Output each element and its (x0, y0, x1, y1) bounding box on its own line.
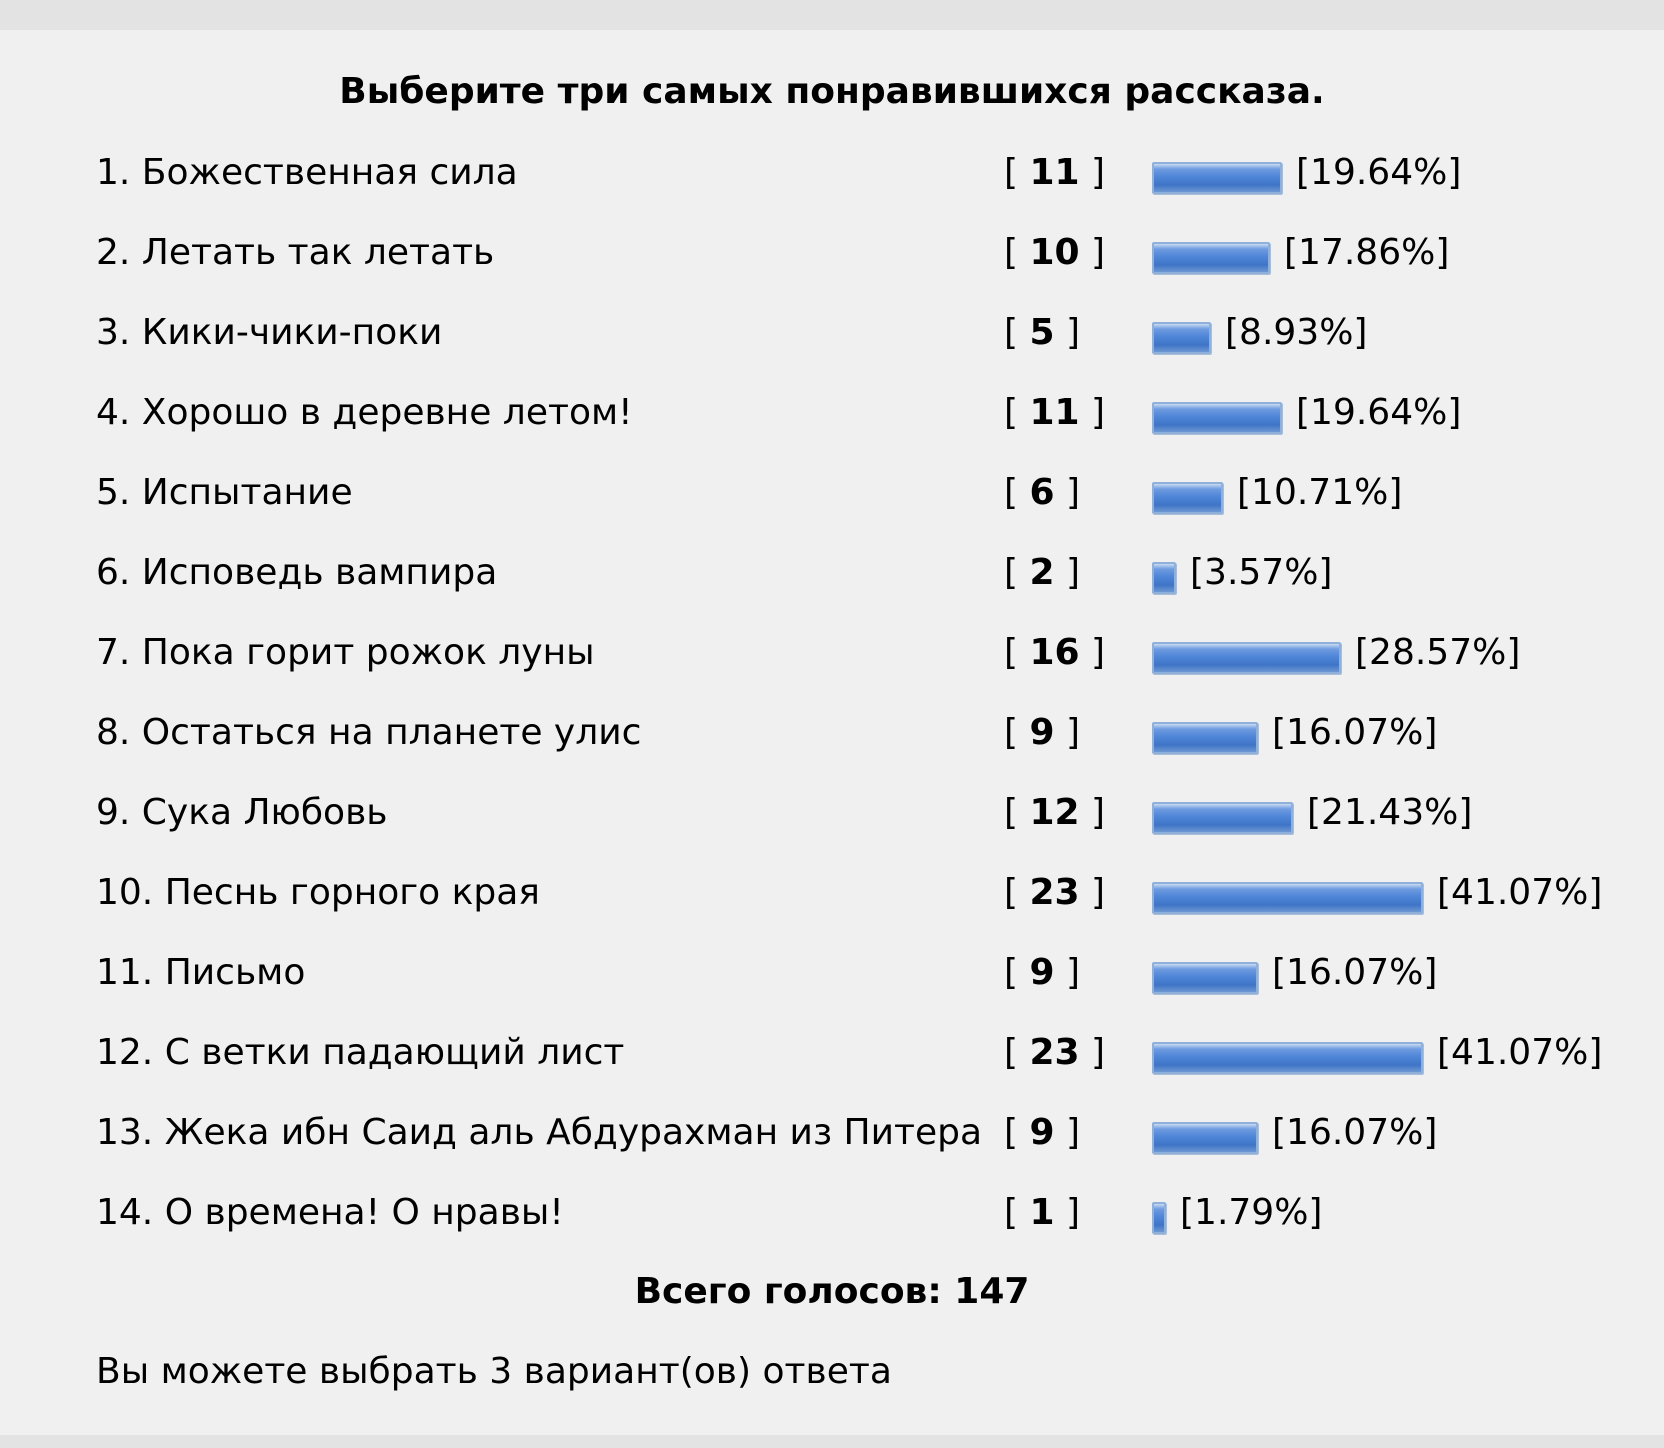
option-vote-count: [ 5 ] (1004, 312, 1081, 353)
poll-result-row: 9. Сука Любовь [ 12 ] [21.43%] (0, 789, 1664, 837)
vote-count-value: 11 (1029, 152, 1080, 193)
total-votes: Всего голосов: 147 (634, 1271, 1030, 1312)
option-label: 7. Пока горит рожок луны (96, 632, 595, 673)
option-label: 3. Кики-чики-поки (96, 312, 443, 353)
option-label: 5. Испытание (96, 472, 353, 513)
option-vote-count: [ 1 ] (1004, 1192, 1081, 1233)
option-percentage: [28.57%] (1355, 632, 1521, 673)
poll-result-row: 2. Летать так летать [ 10 ] [17.86%] (0, 229, 1664, 277)
option-percentage: [21.43%] (1307, 792, 1473, 833)
vote-percentage-bar (1152, 802, 1293, 834)
vote-count-value: 2 (1029, 552, 1055, 593)
vote-percentage-bar (1152, 402, 1282, 434)
option-vote-count: [ 6 ] (1004, 472, 1081, 513)
option-percentage: [17.86%] (1284, 232, 1450, 273)
vote-percentage-bar (1152, 1202, 1166, 1234)
poll-result-row: 3. Кики-чики-поки [ 5 ] [8.93%] (0, 309, 1664, 357)
vote-percentage-bar (1152, 882, 1423, 914)
option-percentage: [41.07%] (1437, 1032, 1603, 1073)
option-label: 14. О времена! О нравы! (96, 1192, 564, 1233)
option-percentage: [19.64%] (1296, 392, 1462, 433)
vote-count-value: 9 (1029, 712, 1055, 753)
option-percentage: [3.57%] (1190, 552, 1333, 593)
poll-result-row: 8. Остаться на планете улис [ 9 ] [16.07%] (0, 709, 1664, 757)
option-label: 9. Сука Любовь (96, 792, 388, 833)
poll-result-row: 6. Исповедь вампира [ 2 ] [3.57%] (0, 549, 1664, 597)
option-vote-count: [ 9 ] (1004, 952, 1081, 993)
option-vote-count: [ 10 ] (1004, 232, 1106, 273)
option-percentage: [16.07%] (1272, 952, 1438, 993)
option-percentage: [41.07%] (1437, 872, 1603, 913)
option-vote-count: [ 2 ] (1004, 552, 1081, 593)
option-percentage: [16.07%] (1272, 712, 1438, 753)
vote-count-value: 9 (1029, 952, 1055, 993)
vote-count-value: 12 (1029, 792, 1080, 833)
vote-count-value: 11 (1029, 392, 1080, 433)
option-label: 1. Божественная сила (96, 152, 518, 193)
vote-percentage-bar (1152, 962, 1258, 994)
poll-hint: Вы можете выбрать 3 вариант(ов) ответа (96, 1351, 892, 1392)
option-label: 12. С ветки падающий лист (96, 1032, 625, 1073)
option-label: 2. Летать так летать (96, 232, 495, 273)
poll-title: Выберите три самых понравившихся рассказ… (339, 71, 1325, 112)
vote-percentage-bar (1152, 1042, 1423, 1074)
option-percentage: [10.71%] (1237, 472, 1403, 513)
option-vote-count: [ 9 ] (1004, 1112, 1081, 1153)
option-label: 13. Жека ибн Саид аль Абдурахман из Пите… (96, 1112, 983, 1153)
option-vote-count: [ 23 ] (1004, 872, 1106, 913)
vote-count-value: 23 (1029, 872, 1080, 913)
poll-result-row: 5. Испытание [ 6 ] [10.71%] (0, 469, 1664, 517)
vote-percentage-bar (1152, 242, 1270, 274)
option-percentage: [8.93%] (1225, 312, 1368, 353)
option-vote-count: [ 12 ] (1004, 792, 1106, 833)
poll-result-row: 14. О времена! О нравы! [ 1 ] [1.79%] (0, 1189, 1664, 1237)
vote-count-value: 6 (1029, 472, 1055, 513)
option-percentage: [16.07%] (1272, 1112, 1438, 1153)
option-label: 4. Хорошо в деревне летом! (96, 392, 633, 433)
vote-percentage-bar (1152, 722, 1258, 754)
poll-result-row: 7. Пока горит рожок луны [ 16 ] [28.57%] (0, 629, 1664, 677)
poll-result-row: 1. Божественная сила [ 11 ] [19.64%] (0, 149, 1664, 197)
poll-result-row: 12. С ветки падающий лист [ 23 ] [41.07%] (0, 1029, 1664, 1077)
poll-result-row: 13. Жека ибн Саид аль Абдурахман из Пите… (0, 1109, 1664, 1157)
vote-count-value: 10 (1029, 232, 1080, 273)
vote-percentage-bar (1152, 322, 1211, 354)
option-label: 6. Исповедь вампира (96, 552, 498, 593)
option-vote-count: [ 11 ] (1004, 152, 1106, 193)
option-label: 11. Письмо (96, 952, 306, 993)
vote-percentage-bar (1152, 562, 1176, 594)
vote-count-value: 9 (1029, 1112, 1055, 1153)
poll-result-row: 10. Песнь горного края [ 23 ] [41.07%] (0, 869, 1664, 917)
vote-percentage-bar (1152, 1122, 1258, 1154)
option-vote-count: [ 16 ] (1004, 632, 1106, 673)
poll-result-row: 11. Письмо [ 9 ] [16.07%] (0, 949, 1664, 997)
vote-percentage-bar (1152, 482, 1223, 514)
vote-count-value: 16 (1029, 632, 1080, 673)
option-vote-count: [ 11 ] (1004, 392, 1106, 433)
option-percentage: [1.79%] (1180, 1192, 1323, 1233)
vote-percentage-bar (1152, 162, 1282, 194)
vote-count-value: 5 (1029, 312, 1055, 353)
poll-panel (0, 30, 1664, 1435)
option-label: 10. Песнь горного края (96, 872, 540, 913)
vote-percentage-bar (1152, 642, 1341, 674)
vote-count-value: 23 (1029, 1032, 1080, 1073)
vote-count-value: 1 (1029, 1192, 1055, 1233)
option-vote-count: [ 23 ] (1004, 1032, 1106, 1073)
poll-result-row: 4. Хорошо в деревне летом! [ 11 ] [19.64%] (0, 389, 1664, 437)
option-label: 8. Остаться на планете улис (96, 712, 642, 753)
option-vote-count: [ 9 ] (1004, 712, 1081, 753)
option-percentage: [19.64%] (1296, 152, 1462, 193)
